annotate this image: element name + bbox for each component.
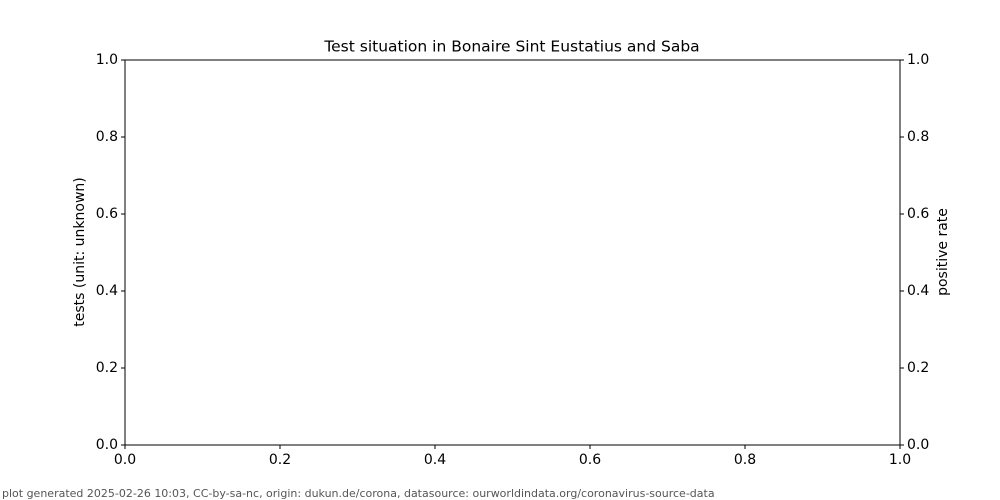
x-tick-label: 0.6 [579, 452, 601, 468]
y2-tick-label: 1.0 [907, 52, 929, 68]
x-tick-label: 0.8 [734, 452, 756, 468]
x-tick-label: 0.0 [114, 452, 136, 468]
x-tick-label: 1.0 [889, 452, 911, 468]
y-tick-label: 0.0 [96, 437, 118, 453]
chart-title: Test situation in Bonaire Sint Eustatius… [323, 38, 699, 56]
y2-tick-label: 0.6 [907, 206, 929, 222]
y2-tick-label: 0.2 [907, 360, 929, 376]
y-tick-label: 0.6 [96, 206, 118, 222]
y-axis-label: tests (unit: unknown) [72, 177, 88, 326]
y-tick-label: 0.8 [96, 129, 118, 145]
y2-tick-label: 0.0 [907, 437, 929, 453]
y2-tick-label: 0.4 [907, 283, 929, 299]
y2-tick-label: 0.8 [907, 129, 929, 145]
y-tick-label: 0.4 [96, 283, 118, 299]
y2-axis-label: positive rate [935, 208, 951, 296]
footer: plot generated 2025-02-26 10:03, CC-by-s… [2, 487, 715, 500]
plot-frame [124, 59, 901, 446]
x-tick-label: 0.2 [269, 452, 291, 468]
x-tick-label: 0.4 [424, 452, 446, 468]
y-tick-label: 1.0 [96, 52, 118, 68]
y-tick-label: 0.2 [96, 360, 118, 376]
